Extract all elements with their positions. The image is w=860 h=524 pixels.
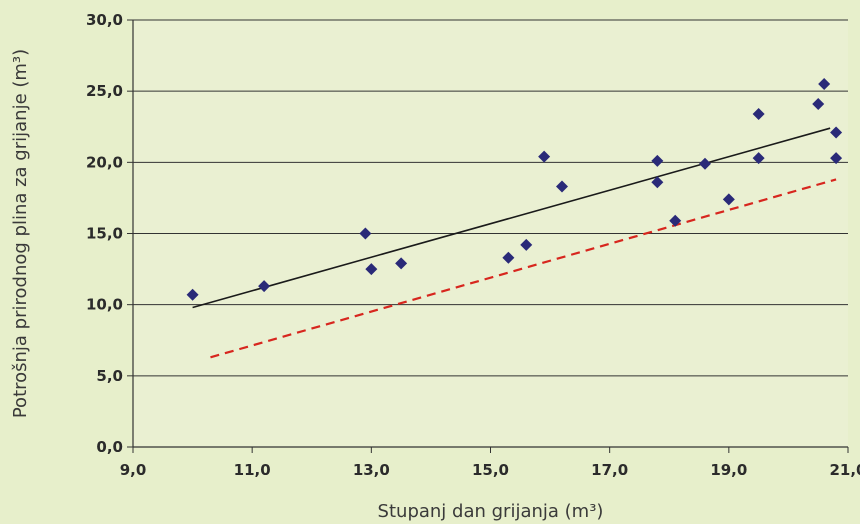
y-tick-label: 25,0 xyxy=(86,82,123,100)
x-tick-labels: 9,0 11,0 13,0 15,0 17,0 19,0 21,0 xyxy=(120,461,860,479)
data-point xyxy=(186,288,199,301)
data-point xyxy=(651,154,664,167)
data-point xyxy=(722,193,735,206)
x-tick-label: 15,0 xyxy=(472,461,509,479)
y-tick-label: 0,0 xyxy=(96,438,123,456)
gridlines xyxy=(127,19,849,453)
data-point xyxy=(752,107,765,120)
x-tick-label: 13,0 xyxy=(353,461,390,479)
y-tick-label: 10,0 xyxy=(86,296,123,314)
axes xyxy=(132,20,848,448)
x-tick-label: 9,0 xyxy=(120,461,147,479)
y-tick-label: 20,0 xyxy=(86,153,123,171)
y-tick-label: 5,0 xyxy=(96,367,123,385)
trend-lines xyxy=(192,127,837,359)
data-point xyxy=(359,227,372,240)
data-point xyxy=(669,214,682,227)
data-point xyxy=(752,152,765,165)
data-point xyxy=(651,176,664,189)
data-point xyxy=(520,238,533,251)
trend-line xyxy=(192,127,831,309)
data-point xyxy=(699,157,711,170)
data-point xyxy=(365,263,378,276)
x-axis-label: Stupanj dan grijanja (m³) xyxy=(378,501,604,522)
data-point xyxy=(812,97,825,110)
y-tick-label: 15,0 xyxy=(86,225,123,243)
x-tick-label: 19,0 xyxy=(710,461,747,479)
data-point xyxy=(502,251,515,264)
x-tick-label: 21,0 xyxy=(829,461,860,479)
data-point xyxy=(538,150,551,163)
data-point xyxy=(830,126,843,139)
data-point xyxy=(556,180,568,193)
x-tick-label: 11,0 xyxy=(234,461,271,479)
data-point xyxy=(258,280,271,293)
y-tick-label: 30,0 xyxy=(86,11,123,29)
data-point xyxy=(818,78,831,91)
data-point xyxy=(395,257,408,270)
data-point xyxy=(830,152,843,165)
reference-line xyxy=(210,178,837,359)
data-points xyxy=(186,78,843,301)
y-tick-labels: 0,0 5,0 10,0 15,0 20,0 25,0 30,0 xyxy=(86,11,123,456)
y-axis-label: Potrošnja prirodnog plina za grijanje (m… xyxy=(10,49,31,418)
x-tick-label: 17,0 xyxy=(591,461,628,479)
